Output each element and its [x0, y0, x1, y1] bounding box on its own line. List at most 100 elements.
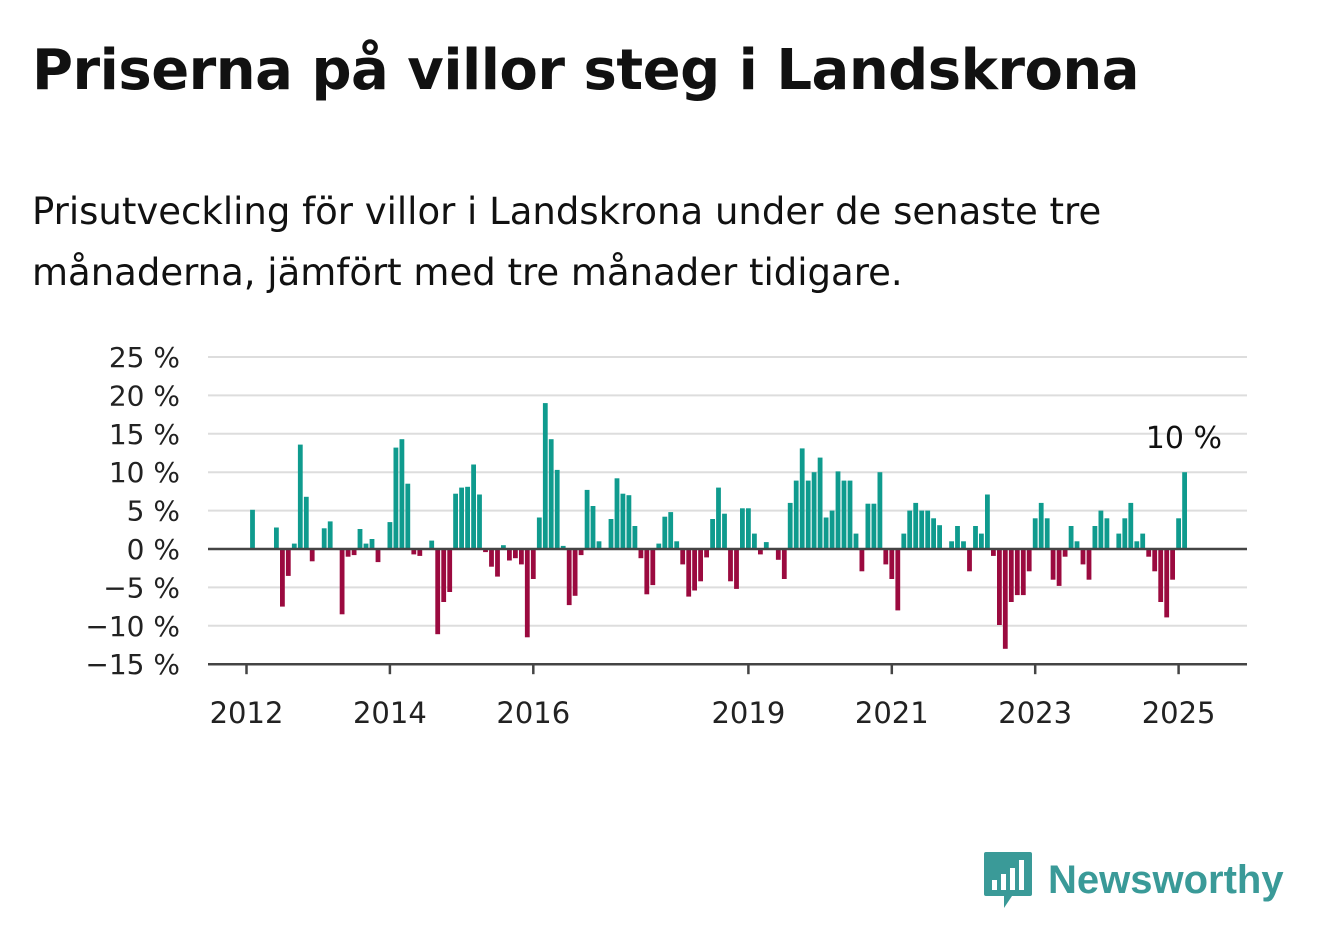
- bar: [1176, 518, 1181, 549]
- chart-subtitle: Prisutveckling för villor i Landskrona u…: [32, 190, 1102, 294]
- bar: [274, 527, 279, 549]
- bar: [931, 518, 936, 549]
- bar: [811, 472, 817, 549]
- x-tick-label: 2023: [998, 696, 1072, 730]
- bar: [680, 549, 686, 565]
- bar: [339, 549, 345, 615]
- newsworthy-logo: Newsworthy: [982, 850, 1284, 910]
- bar: [1014, 549, 1020, 596]
- bar: [1092, 526, 1098, 549]
- bar-chart: −15 % −10 % −5 % 0 % 5 % 10 % 15 % 20 % 25 % 201…: [85, 341, 1247, 730]
- bar: [453, 493, 458, 549]
- bar: [584, 489, 590, 549]
- bar: [913, 502, 919, 549]
- bar: [997, 549, 1002, 625]
- bar: [435, 549, 441, 635]
- bar: [722, 513, 727, 549]
- bar: [369, 539, 375, 549]
- bar: [1002, 549, 1008, 649]
- bar: [979, 533, 984, 549]
- bar: [578, 549, 584, 556]
- bar: [327, 521, 333, 549]
- bar: [411, 549, 417, 555]
- bar: [662, 516, 668, 549]
- bar: [489, 549, 494, 567]
- bar: [429, 540, 435, 549]
- bar: [1104, 518, 1110, 549]
- bar: [871, 503, 877, 549]
- bar: [698, 549, 703, 582]
- bar: [949, 541, 954, 549]
- x-tick-label: 2014: [353, 696, 427, 730]
- bar: [280, 549, 285, 607]
- bar: [781, 549, 787, 579]
- y-tick-label: 20 %: [109, 379, 180, 412]
- bar: [728, 549, 733, 582]
- gridlines: [208, 356, 1247, 627]
- bar: [775, 549, 781, 560]
- bar: [513, 549, 518, 559]
- bar: [704, 549, 709, 558]
- bar: [1080, 549, 1086, 565]
- bar: [566, 549, 572, 606]
- bar: [758, 549, 763, 555]
- bar: [1062, 549, 1068, 557]
- bar: [907, 510, 913, 549]
- bar: [1074, 541, 1080, 549]
- bar: [955, 526, 960, 549]
- bar: [309, 549, 315, 562]
- bar: [1098, 510, 1104, 549]
- bar: [250, 509, 255, 549]
- bar: [363, 543, 369, 549]
- bar: [477, 494, 482, 549]
- x-tick-label: 2016: [496, 696, 570, 730]
- bar: [859, 549, 865, 572]
- bar: [961, 541, 966, 549]
- x-tick-label: 2012: [210, 696, 284, 730]
- bar: [746, 508, 751, 549]
- bar: [752, 533, 757, 549]
- bar: [865, 503, 871, 549]
- bar: [447, 549, 453, 592]
- y-tick-label: 5 %: [127, 495, 180, 528]
- bar: [405, 483, 411, 549]
- y-axis-ticks: −15 % −10 % −5 % 0 % 5 % 10 % 15 % 20 % 25 %: [85, 341, 180, 681]
- y-tick-label: 15 %: [109, 418, 180, 451]
- bar: [686, 549, 692, 597]
- y-tick-label: −5 %: [103, 571, 180, 604]
- bar: [740, 508, 745, 549]
- bar: [1146, 549, 1152, 557]
- bar: [357, 529, 363, 549]
- bar: [321, 528, 327, 549]
- bar: [542, 403, 548, 549]
- bar: [519, 549, 524, 565]
- bar: [1134, 541, 1140, 549]
- bar: [650, 549, 656, 586]
- bar: [734, 549, 739, 589]
- bar: [1044, 518, 1050, 549]
- bar: [614, 478, 620, 549]
- bar: [620, 493, 626, 549]
- bar: [967, 549, 972, 572]
- bar: [1116, 533, 1122, 549]
- bar: [548, 439, 554, 549]
- bar: [638, 549, 644, 559]
- y-tick-label: −10 %: [85, 610, 180, 643]
- y-tick-label: 25 %: [109, 341, 180, 374]
- bar: [835, 471, 841, 549]
- bar: [441, 549, 447, 602]
- bar: [1032, 518, 1038, 549]
- bar: [524, 549, 530, 638]
- chart-title: Priserna på villor steg i Landskrona: [32, 38, 1140, 103]
- bar: [1164, 549, 1170, 618]
- bar: [1152, 549, 1158, 572]
- latest-value-label: 10 %: [1146, 421, 1222, 456]
- bar: [626, 495, 632, 549]
- bar: [632, 526, 638, 549]
- bar: [823, 517, 829, 549]
- y-tick-label: 0 %: [127, 533, 180, 566]
- bar: [1122, 518, 1128, 549]
- bar: [291, 543, 297, 549]
- bar: [1128, 502, 1134, 549]
- bar: [345, 549, 351, 557]
